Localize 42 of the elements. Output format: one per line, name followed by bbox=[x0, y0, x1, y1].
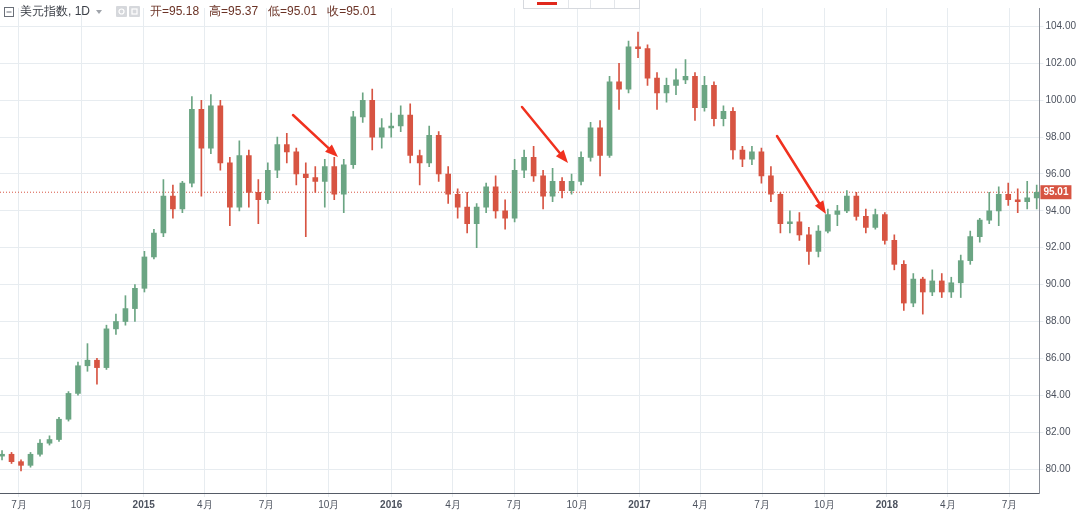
y-tick-label: 98.00 bbox=[1045, 130, 1071, 142]
x-tick-label: 7月 bbox=[258, 498, 275, 510]
y-tick-label: 88.00 bbox=[1045, 315, 1071, 327]
x-tick-label: 7月 bbox=[11, 498, 27, 510]
annotation: 开=95.18 bbox=[150, 3, 200, 20]
x-tick-label: 4月 bbox=[445, 498, 461, 510]
annotation: 收=95.01 bbox=[327, 3, 377, 20]
x-tick-label: 10月 bbox=[566, 498, 588, 510]
y-tick-label: 94.00 bbox=[1045, 204, 1071, 216]
x-tick-label: 2018 bbox=[875, 498, 899, 510]
y-tick-label: 80.00 bbox=[1045, 462, 1071, 474]
x-tick-label: 4月 bbox=[692, 498, 709, 510]
x-tick-label: 4月 bbox=[196, 498, 213, 510]
candlestick bbox=[673, 68, 679, 95]
ref-line-label: 95.01 bbox=[1043, 186, 1069, 198]
x-tick-label: 10月 bbox=[318, 498, 340, 510]
annotation: 低=95.01 bbox=[268, 3, 318, 20]
y-tick-label: 92.00 bbox=[1045, 241, 1071, 253]
candlestick bbox=[416, 149, 423, 186]
chart-title: 美元指数, 1D bbox=[20, 3, 91, 20]
y-tick-label: 104.00 bbox=[1045, 20, 1077, 32]
x-tick-label: 2017 bbox=[628, 498, 651, 510]
candlestick bbox=[502, 199, 508, 230]
x-tick-label: 2016 bbox=[380, 498, 403, 510]
y-tick-label: 100.00 bbox=[1045, 93, 1077, 105]
y-tick-label: 90.00 bbox=[1045, 278, 1071, 290]
x-tick-label: 4月 bbox=[940, 498, 956, 510]
candlestick bbox=[616, 62, 622, 110]
x-tick-label: 10月 bbox=[813, 498, 836, 510]
y-tick-label: 86.00 bbox=[1045, 352, 1071, 364]
x-tick-label: 10月 bbox=[70, 498, 92, 510]
x-tick-label: 7月 bbox=[1001, 498, 1018, 510]
candlestick bbox=[635, 31, 641, 59]
candlestick bbox=[1024, 181, 1031, 210]
y-tick-label: 84.00 bbox=[1045, 389, 1071, 401]
annotation: 高=95.37 bbox=[209, 3, 259, 20]
y-tick-label: 82.00 bbox=[1045, 425, 1071, 437]
x-tick-label: 2015 bbox=[132, 498, 156, 510]
y-tick-label: 96.00 bbox=[1045, 167, 1071, 179]
x-tick-label: 7月 bbox=[506, 498, 523, 510]
x-tick-label: 7月 bbox=[754, 498, 770, 510]
y-tick-label: 102.00 bbox=[1045, 57, 1077, 69]
